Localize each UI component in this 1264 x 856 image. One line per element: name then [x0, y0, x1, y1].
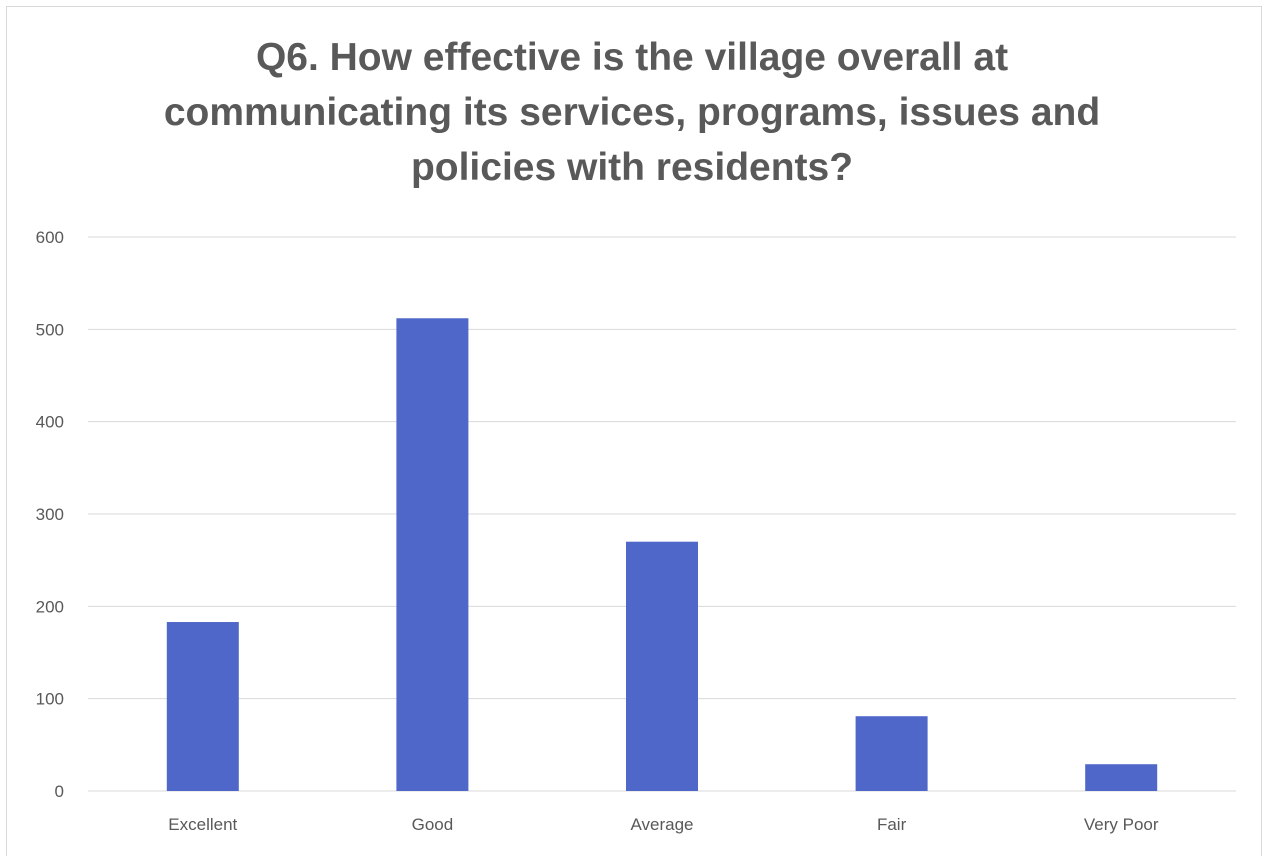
bar-excellent	[166, 622, 239, 791]
y-tick-label-100: 100	[36, 690, 64, 709]
x-tick-label-good: Good	[412, 815, 454, 834]
bar-very-poor	[1085, 764, 1158, 791]
y-tick-label-400: 400	[36, 413, 64, 432]
bar-fair	[855, 716, 928, 791]
y-tick-label-300: 300	[36, 505, 64, 524]
y-tick-label-200: 200	[36, 597, 64, 616]
y-tick-label-500: 500	[36, 320, 64, 339]
x-tick-label-average: Average	[630, 815, 693, 834]
chart-title-line-2: communicating its services, programs, is…	[163, 91, 1101, 134]
x-tick-label-fair: Fair	[877, 815, 907, 834]
y-tick-label-0: 0	[55, 782, 64, 801]
x-tick-label-very-poor: Very Poor	[1084, 815, 1159, 834]
x-tick-label-excellent: Excellent	[168, 815, 237, 834]
chart-title-line-1: Q6. How effective is the village overall…	[255, 36, 1009, 79]
y-tick-label-600: 600	[36, 228, 64, 247]
bar-good	[396, 318, 469, 791]
chart-title-line-3: policies with residents?	[410, 146, 854, 189]
bar-average	[626, 541, 698, 791]
chart-title: Q6. How effective is the village overall…	[0, 30, 1264, 195]
